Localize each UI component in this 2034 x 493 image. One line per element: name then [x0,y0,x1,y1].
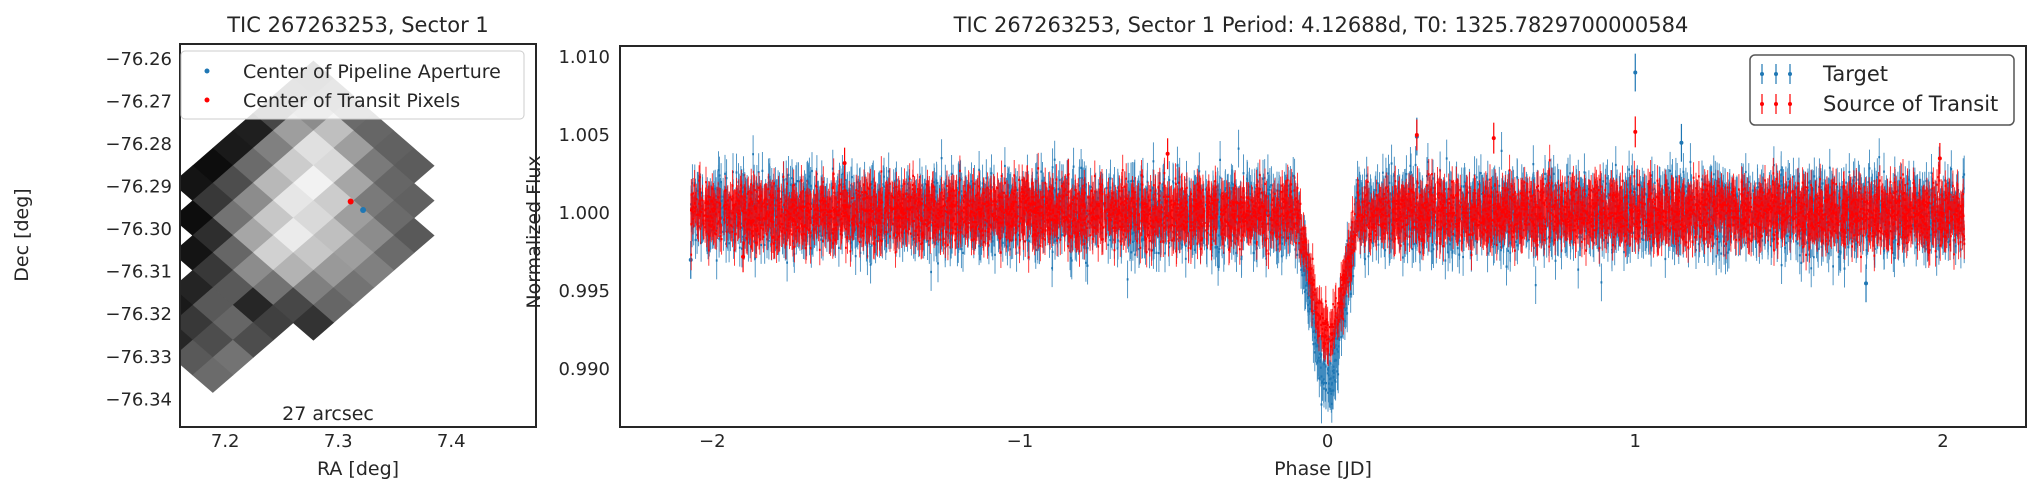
left-y-tick-label: −76.28 [105,134,172,155]
legend-label-target: Target [1822,62,1888,86]
data-points [690,159,1966,352]
right-y-tick-label: 1.010 [558,47,610,68]
left-y-tick-label: −76.27 [105,91,172,112]
right-x-tick-label: 2 [1937,431,1948,452]
left-y-tick-label: −76.31 [105,262,172,283]
left-chart-title: TIC 267263253, Sector 1 [226,13,489,37]
right-x-tick-label: −2 [699,431,726,452]
right-y-tick-label: 1.005 [558,125,610,146]
left-legend-box [180,50,525,120]
right-x-tick-label: 1 [1630,431,1641,452]
aperture-pixel [292,304,334,341]
right-y-tick-label: 1.000 [558,203,610,224]
error-bars [690,144,1965,366]
outlier-point [741,254,746,259]
legend-marker-target [1760,64,1792,84]
series-source-of-transit [690,116,1966,366]
right-x-axis-label: Phase [JD] [1274,458,1372,480]
outlier-point [1864,281,1869,286]
legend-label-pipeline-aperture: Center of Pipeline Aperture [243,61,501,83]
centroid-point [347,198,354,205]
left-centroid-points [347,198,367,213]
right-legend: Target Source of Transit [1749,54,2015,126]
left-x-axis-label: RA [deg] [317,458,399,480]
left-plot-frame [179,43,537,428]
left-y-tick-label: −76.32 [105,304,172,325]
outlier-point [1165,151,1170,156]
left-x-tick-label: 7.3 [324,431,353,452]
aperture-pixel [180,293,194,317]
outlier-point [1491,136,1496,141]
legend-marker-source-of-transit [1760,94,1792,114]
right-x-tick-label: −1 [1007,431,1034,452]
outlier-point [1679,140,1684,145]
right-plot-frame [619,45,2027,428]
right-y-tick-label: 0.995 [558,281,610,302]
aperture-pixel [192,357,234,393]
left-y-tick-label: −76.26 [105,49,172,70]
legend-label-transit-pixels: Center of Transit Pixels [243,90,460,112]
legend-marker-transit-pixels [204,97,210,103]
left-y-tick-label: −76.30 [105,219,172,240]
light-curve-points [688,53,1966,424]
right-y-ticks: 0.990 0.995 1.000 1.005 1.010 [558,47,610,380]
left-y-tick-label: −76.33 [105,347,172,368]
centroid-point [360,206,367,213]
right-x-tick-label: 0 [1322,431,1333,452]
left-legend: Center of Pipeline Aperture Center of Tr… [180,50,525,120]
aperture-pixel [180,328,194,352]
left-x-tick-label: 7.2 [211,431,240,452]
right-y-axis-label: Normalized Flux [523,155,545,308]
right-y-tick-label: 0.990 [558,359,610,380]
left-x-ticks: 7.2 7.3 7.4 [211,431,466,452]
left-x-tick-label: 7.4 [437,431,466,452]
legend-marker-pipeline-aperture [204,68,210,74]
outlier-point [1937,156,1942,161]
right-chart-title: TIC 267263253, Sector 1 Period: 4.12688d… [953,13,1689,37]
outlier-point [1633,129,1638,134]
outlier-point [842,161,847,166]
outlier-point [1414,133,1419,138]
legend-label-source-of-transit: Source of Transit [1823,92,1998,116]
outlier-point [1633,70,1638,75]
left-panel: TIC 267263253, Sector 1 7.2 7.3 7.4 −76.26… [11,13,537,480]
right-x-ticks: −2 −1 0 1 2 [699,431,1949,452]
left-y-axis-label: Dec [deg] [11,188,33,281]
left-y-ticks: −76.26 −76.27 −76.28 −76.29 −76.30 −76.31 −76.… [105,49,172,410]
right-legend-box [1749,54,2015,126]
right-panel: TIC 267263253, Sector 1 Period: 4.12688d… [523,13,2027,480]
left-y-tick-label: −76.34 [105,389,172,410]
left-y-tick-label: −76.29 [105,177,172,198]
scale-bar-label: 27 arcsec [282,403,374,425]
